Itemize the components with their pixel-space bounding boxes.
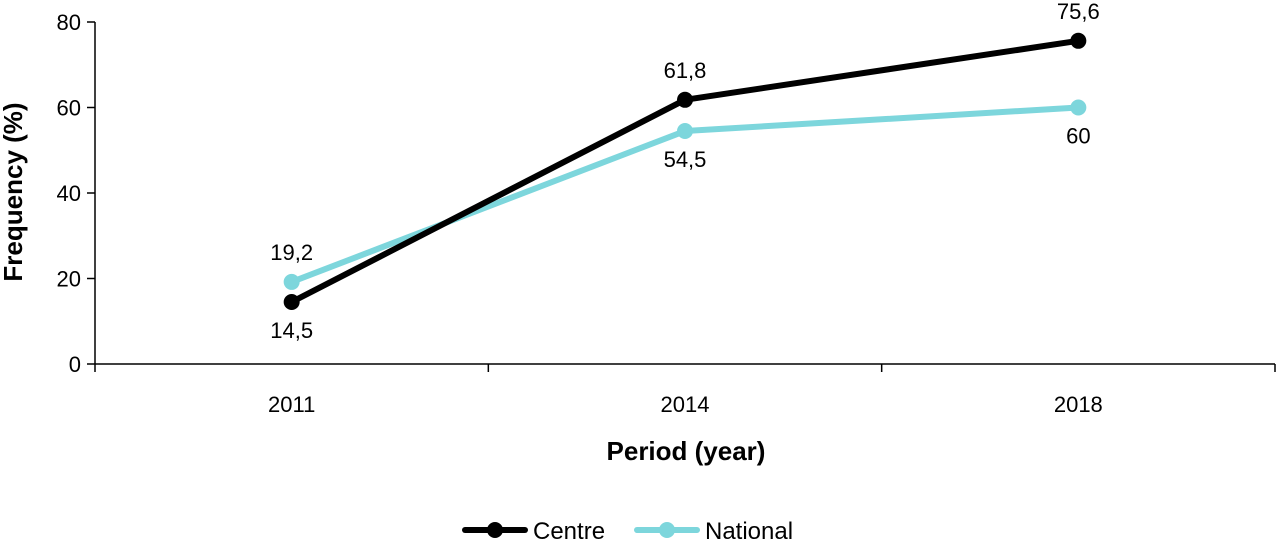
data-point-centre (677, 91, 693, 108)
legend: Centre National (462, 518, 793, 543)
data-label-national: 60 (1066, 124, 1090, 149)
y-tick-label: 0 (69, 352, 81, 377)
legend-swatch-marker-centre (487, 522, 503, 538)
data-label-centre: 14,5 (270, 318, 313, 343)
data-labels: 14,5 61,8 75,6 19,2 54,5 60 (270, 0, 1099, 343)
x-tick-labels: 2011 2014 2018 (268, 392, 1103, 417)
data-label-centre: 75,6 (1057, 0, 1100, 24)
series-layer (283, 32, 1087, 311)
data-point-centre (1070, 32, 1087, 49)
x-tick-label: 2014 (661, 392, 710, 417)
y-tick-label: 20 (57, 267, 81, 292)
data-point-centre (283, 294, 300, 311)
data-label-national: 54,5 (664, 147, 707, 172)
data-point-national (677, 123, 693, 140)
axes (87, 21, 1276, 372)
legend-label-centre: Centre (533, 518, 605, 543)
y-axis-title: Frequency (%) (0, 102, 28, 281)
y-tick-label: 60 (57, 96, 81, 121)
y-tick-label: 40 (57, 181, 81, 206)
legend-label-national: National (705, 518, 793, 543)
x-tick-label: 2018 (1054, 392, 1103, 417)
x-tick-label: 2011 (268, 392, 315, 417)
y-tick-labels: 0 20 40 60 80 (57, 10, 81, 377)
legend-swatch-marker-national (659, 522, 675, 538)
data-point-national (283, 273, 300, 290)
y-tick-label: 80 (57, 10, 81, 35)
data-label-national: 19,2 (270, 240, 313, 265)
x-axis-title: Period (year) (607, 436, 766, 466)
data-label-centre: 61,8 (664, 58, 707, 83)
data-point-national (1070, 99, 1087, 116)
